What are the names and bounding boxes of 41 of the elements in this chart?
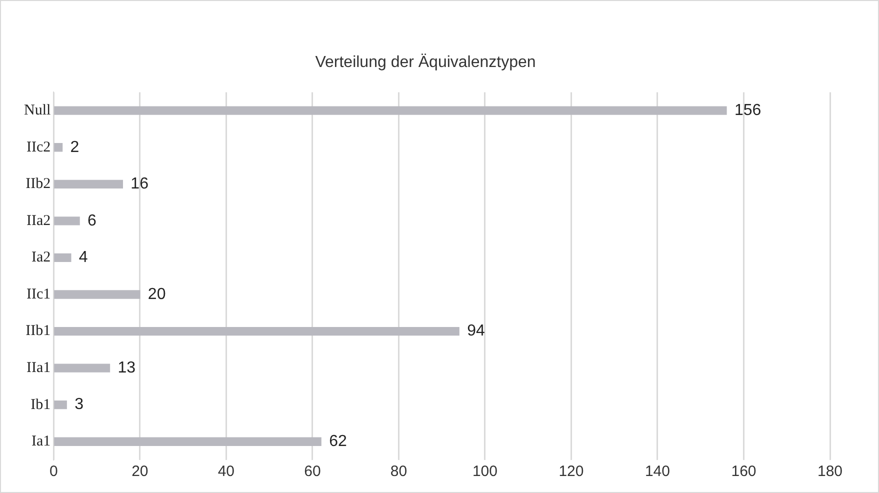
y-tick-label: IIc2 [26,139,51,156]
y-tick-label: Ia1 [32,434,51,450]
y-tick-label: IIa2 [26,212,51,229]
data-label: 2 [70,138,80,156]
y-tick-label: IIc1 [26,286,51,302]
data-label: 16 [130,176,149,193]
x-tick-label: 100 [472,463,498,480]
y-tick-label: IIa1 [26,360,51,376]
bar [54,437,322,446]
x-tick-label: 180 [817,463,843,480]
data-label: 3 [74,396,84,414]
chart-title: Verteilung der Äquivalenztypen [315,53,536,72]
data-label: 13 [118,359,136,376]
data-label: 62 [329,433,347,450]
x-tick-label: 40 [218,463,235,480]
x-tick-label: 60 [304,463,321,480]
bar [54,216,80,226]
x-tick-label: 80 [390,463,408,480]
x-tick-label: 160 [731,463,756,480]
x-tick-label: 120 [558,463,584,480]
data-label: 4 [78,249,88,266]
data-label: 20 [148,286,166,303]
y-tick-label: IIb1 [26,323,51,340]
y-tick-label: Ia2 [32,250,51,266]
bar [54,364,110,372]
bar [54,143,63,152]
bar [54,326,460,336]
y-tick-label: Ib1 [30,396,51,413]
x-tick-label: 0 [49,463,58,480]
bar [54,180,124,188]
bar [54,106,727,115]
bar [54,253,72,262]
x-tick-label: 20 [132,463,148,480]
data-label: 156 [734,102,762,119]
data-label: 6 [88,212,97,230]
y-tick-label: IIb2 [26,176,51,192]
x-tick-label: 140 [644,463,670,480]
data-label: 94 [467,322,485,340]
y-tick-label: Null [24,102,51,119]
bar [54,290,140,299]
bar [54,400,67,410]
